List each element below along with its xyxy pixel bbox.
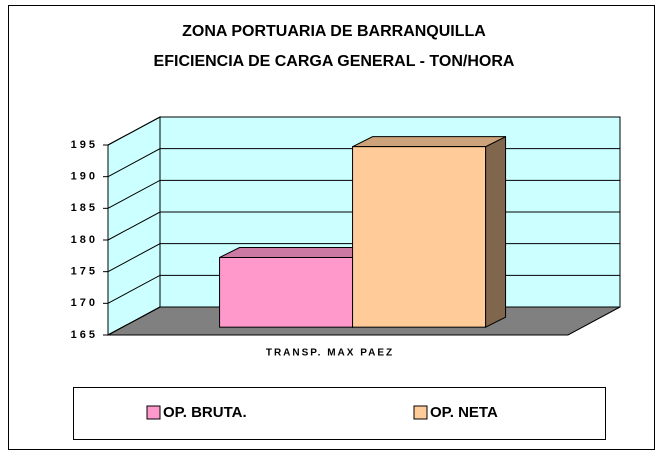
legend-swatch: [146, 405, 161, 420]
chart-title: EFICIENCIA DE CARGA GENERAL - TON/HORA: [154, 53, 515, 70]
legend-swatch: [413, 405, 428, 420]
y-tick-label: 190: [71, 171, 98, 183]
bar-top: [219, 246, 373, 258]
x-tick-label: TRANSP. MAX PAEZ: [266, 348, 394, 359]
bar: [219, 256, 354, 328]
legend-box: [73, 387, 606, 440]
chart-title: ZONA PORTUARIA DE BARRANQUILLA: [182, 23, 486, 40]
y-tick-label: 195: [71, 139, 98, 151]
y-tick-label: 165: [71, 329, 98, 341]
grid-line: [107, 116, 620, 146]
bar-top: [352, 136, 506, 148]
y-tick-label: 185: [71, 202, 98, 214]
bar: [352, 146, 487, 328]
legend-label: OP. BRUTA.: [163, 404, 247, 421]
bar-side: [485, 135, 507, 328]
y-tick-label: 180: [71, 234, 98, 246]
y-tick-label: 170: [71, 297, 98, 309]
legend-label: OP. NETA: [430, 404, 498, 421]
y-tick-label: 175: [71, 266, 98, 278]
